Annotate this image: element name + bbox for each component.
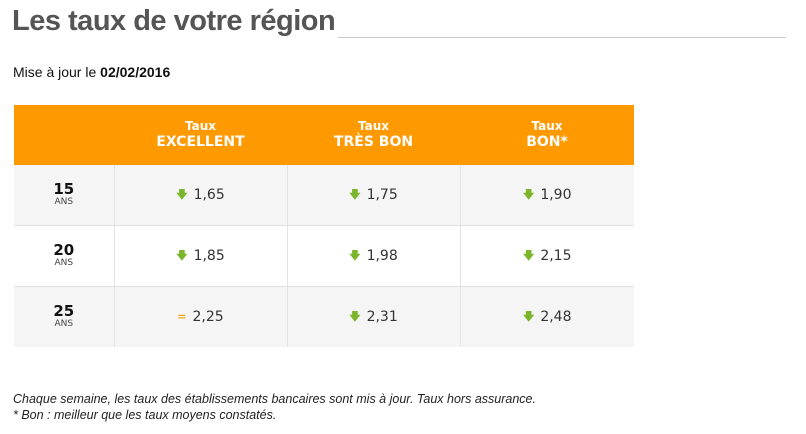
header-label: Taux bbox=[531, 118, 563, 133]
rates-table: Taux EXCELLENT Taux TRÈS BON Taux BON* 1… bbox=[14, 105, 634, 347]
footnote-bon-definition: * Bon : meilleur que les taux moyens con… bbox=[13, 408, 277, 422]
duration-unit: ANS bbox=[54, 197, 74, 208]
rate-value: 2,25 bbox=[192, 309, 224, 325]
footnote-update-note: Chaque semaine, les taux des établisseme… bbox=[13, 392, 536, 406]
duration-cell: 15 ANS bbox=[14, 165, 115, 226]
update-label: Mise à jour le bbox=[13, 64, 101, 80]
down-arrow-icon: 🡇 bbox=[176, 248, 188, 262]
rate-cell: 🡇 2,48 bbox=[460, 286, 634, 347]
header-label: Taux bbox=[357, 118, 390, 133]
header-empty-cell bbox=[14, 105, 114, 165]
rate-value: 1,85 bbox=[193, 247, 225, 264]
update-date: 02/02/2016 bbox=[100, 64, 171, 80]
duration-value: 15 bbox=[53, 179, 75, 198]
down-arrow-icon: 🡇 bbox=[176, 187, 188, 201]
rate-cell: 🡇 1,90 bbox=[460, 165, 634, 226]
table-row: 25 ANS = 2,25 🡇 2,31 🡇 2,48 bbox=[14, 286, 634, 347]
header-tres-bon: Taux TRÈS BON bbox=[287, 105, 460, 165]
header-label: Taux bbox=[184, 118, 217, 133]
duration-value: 20 bbox=[53, 240, 75, 259]
table-header-row: Taux EXCELLENT Taux TRÈS BON Taux BON* bbox=[14, 105, 634, 165]
rate-cell: 🡇 1,98 bbox=[287, 225, 461, 287]
duration-cell: 20 ANS bbox=[14, 225, 115, 287]
down-arrow-icon: 🡇 bbox=[349, 248, 361, 262]
duration-unit: ANS bbox=[54, 319, 74, 330]
table-row: 20 ANS 🡇 1,85 🡇 1,98 🡇 2,15 bbox=[14, 225, 634, 287]
rate-cell: 🡇 1,75 bbox=[287, 165, 461, 226]
rate-value: 1,75 bbox=[366, 186, 398, 203]
rate-cell: 🡇 2,31 bbox=[287, 286, 461, 347]
header-excellent: Taux EXCELLENT bbox=[114, 105, 287, 165]
rate-value: 2,48 bbox=[540, 308, 572, 325]
table-row: 15 ANS 🡇 1,65 🡇 1,75 🡇 1,90 bbox=[14, 165, 634, 226]
footnote: Chaque semaine, les taux des établisseme… bbox=[13, 391, 536, 423]
rate-cell: = 2,25 bbox=[114, 286, 288, 347]
down-arrow-icon: 🡇 bbox=[523, 187, 535, 201]
rate-value: 2,31 bbox=[366, 308, 398, 325]
rate-value: 1,90 bbox=[540, 186, 572, 203]
rate-cell: 🡇 2,15 bbox=[460, 225, 634, 287]
down-arrow-icon: 🡇 bbox=[349, 187, 361, 201]
rate-value: 1,65 bbox=[193, 186, 225, 203]
rate-cell: 🡇 1,85 bbox=[114, 225, 288, 287]
down-arrow-icon: 🡇 bbox=[349, 309, 361, 323]
duration-value: 25 bbox=[53, 301, 75, 320]
header-bon: Taux BON* bbox=[460, 105, 634, 165]
equal-icon: = bbox=[177, 310, 187, 323]
duration-cell: 25 ANS bbox=[14, 286, 115, 347]
header-value: EXCELLENT bbox=[156, 133, 245, 150]
header-value: BON* bbox=[526, 133, 568, 150]
rate-value: 1,98 bbox=[366, 247, 398, 264]
down-arrow-icon: 🡇 bbox=[523, 248, 535, 262]
duration-unit: ANS bbox=[54, 258, 74, 269]
rate-value: 2,15 bbox=[540, 247, 572, 264]
rate-cell: 🡇 1,65 bbox=[114, 165, 288, 226]
page-title: Les taux de votre région bbox=[12, 5, 336, 37]
header-value: TRÈS BON bbox=[333, 133, 414, 150]
update-info: Mise à jour le 02/02/2016 bbox=[13, 64, 170, 80]
title-divider bbox=[338, 37, 786, 38]
down-arrow-icon: 🡇 bbox=[523, 309, 535, 323]
